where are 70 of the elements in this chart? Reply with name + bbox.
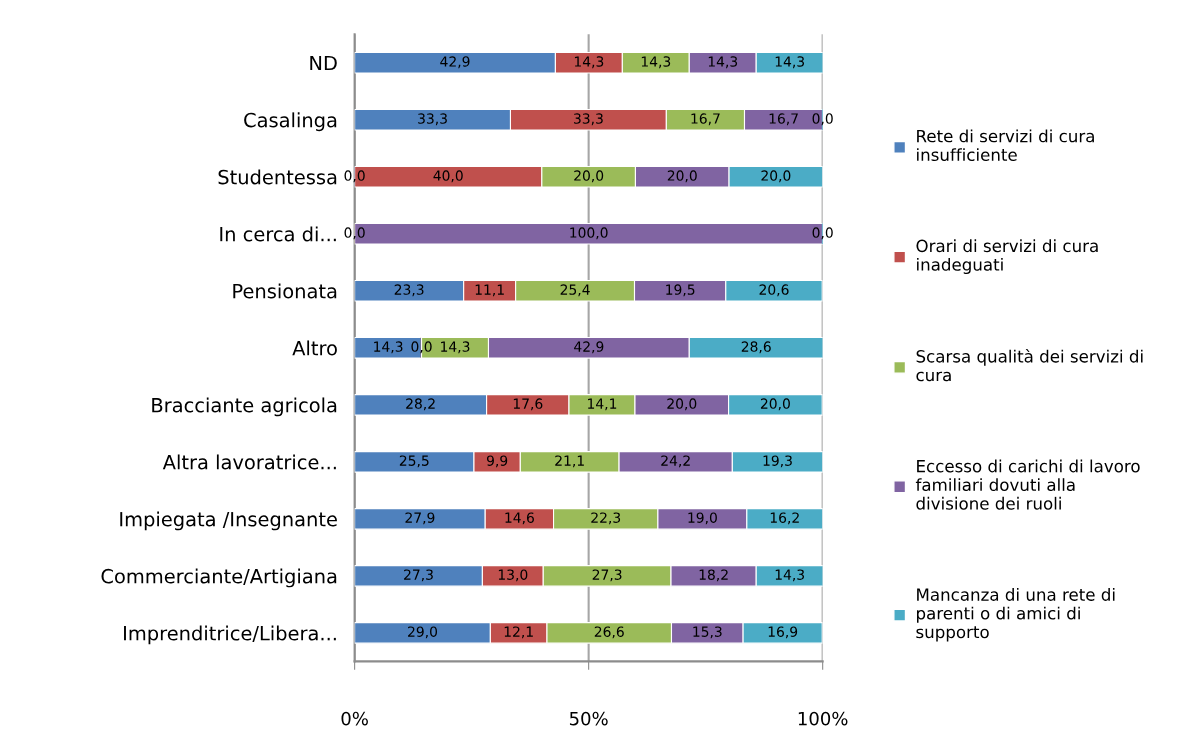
data-label: 33,3 xyxy=(418,113,447,126)
data-label: 14,3 xyxy=(574,56,604,69)
data-label: 23,3 xyxy=(394,284,424,297)
data-label: 14,3 xyxy=(641,56,671,69)
legend-label: Orari di servizi di cura inadeguati xyxy=(916,239,1098,275)
y-tick-label: Studentessa xyxy=(218,169,337,185)
data-label: 18,2 xyxy=(699,569,728,582)
data-label: 0,0 xyxy=(411,341,432,354)
y-tick-label: Altro xyxy=(292,340,337,356)
y-tick-label: Bracciante agricola xyxy=(152,397,337,417)
data-label: 27,9 xyxy=(405,512,435,525)
data-label: 20,0 xyxy=(574,170,604,183)
y-tick-label: Casalinga xyxy=(244,112,337,132)
data-label: 20,0 xyxy=(761,170,791,183)
data-label: 9,9 xyxy=(486,455,508,468)
data-label: 15,3 xyxy=(693,626,722,639)
data-label: 28,2 xyxy=(406,398,435,411)
y-tick-label: ND xyxy=(310,55,337,71)
data-label: 20,6 xyxy=(759,284,789,297)
data-label: 14,1 xyxy=(588,398,617,411)
legend-label: Scarsa qualità dei servizi di cura xyxy=(916,349,1143,382)
data-label: 42,9 xyxy=(440,56,470,69)
data-label: 12,1 xyxy=(504,626,533,639)
y-tick-label: Imprenditrice/Libera... xyxy=(124,625,336,645)
legend-label: Mancanza di una rete di parenti o di amici di supporto xyxy=(916,587,1115,642)
data-label: 14,3 xyxy=(374,341,403,354)
data-label: 20,0 xyxy=(667,170,697,183)
data-label: 17,6 xyxy=(513,398,543,411)
data-label: 25,5 xyxy=(399,455,429,468)
data-label: 14,3 xyxy=(441,341,470,354)
y-tick-label: Pensionata xyxy=(233,283,337,299)
y-tick-label: In cerca di... xyxy=(220,226,336,242)
legend-label: Eccesso di carichi di lavoro familiari dovuti alla divisione dei ruoli xyxy=(915,459,1140,510)
data-label: 42,9 xyxy=(574,341,604,354)
data-label: 27,3 xyxy=(592,569,622,582)
data-label: 19,5 xyxy=(666,284,695,297)
data-label: 14,3 xyxy=(775,569,805,582)
data-label: 19,3 xyxy=(763,455,792,468)
x-tick-label: 100% xyxy=(798,711,848,726)
data-label: 16,7 xyxy=(769,113,798,126)
data-label: 11,1 xyxy=(475,284,504,297)
data-label: 16,7 xyxy=(691,113,720,126)
data-label: 0,0 xyxy=(344,170,365,183)
data-label: 13,0 xyxy=(498,569,528,582)
data-label: 14,6 xyxy=(505,512,534,525)
x-tick-label: 0% xyxy=(341,711,368,726)
data-label: 14,3 xyxy=(708,56,738,69)
data-label: 33,3 xyxy=(574,113,603,126)
data-label: 16,9 xyxy=(768,626,798,639)
data-label: 100,0 xyxy=(570,227,608,240)
data-label: 16,2 xyxy=(770,512,799,525)
data-label: 27,3 xyxy=(404,569,433,582)
y-tick-label: Altra lavoratrice... xyxy=(162,454,336,470)
y-tick-label: Impiegata /Insegnante xyxy=(120,511,337,531)
data-label: 24,2 xyxy=(661,455,690,468)
x-tick-label: 50% xyxy=(569,711,608,726)
data-label: 40,0 xyxy=(433,170,463,183)
y-tick-label: Commerciante/Artigiana xyxy=(101,568,337,588)
legend-label: Rete di servizi di cura insufficiente xyxy=(917,129,1094,162)
data-label: 28,6 xyxy=(741,341,771,354)
data-label: 14,3 xyxy=(775,56,805,69)
data-label: 20,0 xyxy=(760,398,790,411)
data-label: 29,0 xyxy=(408,626,438,639)
data-label: 26,6 xyxy=(594,626,624,639)
data-label: 21,1 xyxy=(555,455,584,468)
data-label: 22,3 xyxy=(591,512,621,525)
data-label: 25,4 xyxy=(560,284,590,297)
data-label: 0,0 xyxy=(344,227,365,240)
data-label: 19,0 xyxy=(688,512,717,525)
data-label: 20,0 xyxy=(667,398,697,411)
